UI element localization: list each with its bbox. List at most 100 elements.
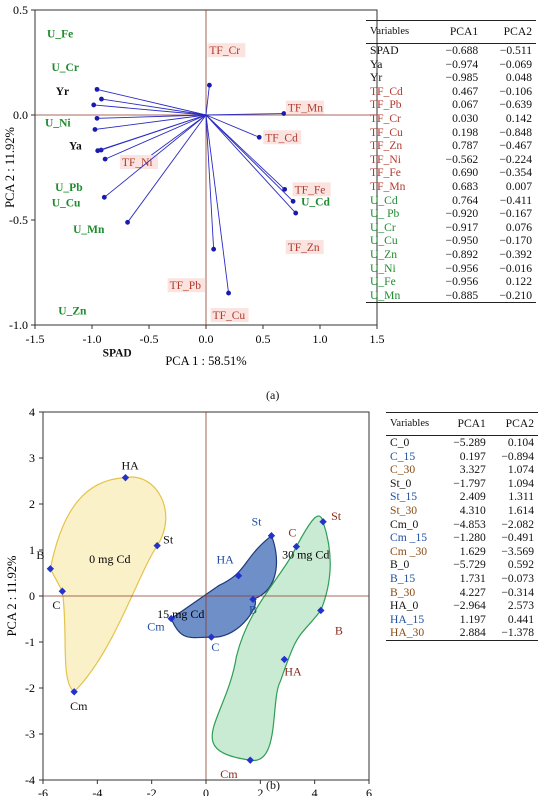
table-cell-pca2: 0.104 bbox=[507, 436, 534, 449]
table-cell-pca1: 1.197 bbox=[459, 612, 486, 626]
table-cell-pca2: −0.016 bbox=[499, 261, 532, 275]
table-cell-variable: U_Ni bbox=[370, 261, 396, 275]
loading-label: TF_Pb bbox=[170, 280, 202, 292]
loading-vector bbox=[205, 114, 230, 294]
loading-vector bbox=[93, 104, 207, 116]
table-cell-pca2: 0.007 bbox=[505, 179, 532, 193]
table-cell-pca1: −0.562 bbox=[445, 152, 479, 166]
score-point bbox=[267, 532, 276, 540]
table-row: U_Fe −0.956 0.122 bbox=[366, 275, 536, 289]
table-row: C_0 −5.289 0.104 bbox=[386, 436, 538, 450]
table-row: B_15 1.731 −0.073 bbox=[386, 572, 538, 586]
score-label: St bbox=[331, 509, 342, 523]
table-cell-pca1: 4.310 bbox=[459, 503, 486, 517]
table-row: TF_Cr 0.030 0.142 bbox=[366, 112, 536, 126]
score-point bbox=[207, 633, 216, 641]
table-cell-pca2: −0.894 bbox=[501, 449, 534, 463]
y-tick-label: -3 bbox=[25, 727, 35, 741]
table-row: U_ Pb −0.920 −0.167 bbox=[366, 207, 536, 221]
table-cell-pca2: −0.210 bbox=[482, 288, 536, 304]
table-row: U_Ni −0.956 −0.016 bbox=[366, 262, 536, 276]
table-header-variables: Variables bbox=[386, 412, 442, 436]
loading-point bbox=[290, 198, 296, 204]
table-cell-pca1: −5.289 bbox=[453, 436, 486, 449]
table-row: Yr −0.985 0.048 bbox=[366, 71, 536, 85]
caption-a: (a) bbox=[266, 388, 280, 402]
table-cell-variable: Ya bbox=[370, 57, 383, 71]
loading-point bbox=[282, 186, 288, 192]
x-tick-label: 2 bbox=[257, 786, 263, 796]
group-hull-0mg bbox=[49, 476, 167, 693]
table-cell-variable: TF_Zn bbox=[370, 139, 403, 153]
loading-vector bbox=[205, 114, 297, 214]
table-cell-pca2: −0.511 bbox=[499, 44, 532, 57]
table-cell-pca1: −0.974 bbox=[445, 57, 479, 71]
loading-label: SPAD bbox=[103, 347, 132, 359]
x-axis-label: PCA 1 : 58.51% bbox=[165, 354, 246, 368]
table-cell-variable: HA_0 bbox=[390, 599, 419, 613]
table-row: HA_30 2.884 −1.378 bbox=[386, 626, 538, 641]
table-cell-pca2: 0.076 bbox=[505, 220, 532, 234]
table-cell-pca1: 2.884 bbox=[441, 626, 490, 641]
score-label: C bbox=[52, 598, 60, 612]
label-background bbox=[292, 182, 331, 197]
x-tick-label: -2 bbox=[147, 786, 157, 796]
loading-point bbox=[102, 156, 108, 162]
x-tick-label: -0.5 bbox=[140, 332, 159, 346]
table-cell-variable: U_Mn bbox=[366, 288, 429, 304]
loading-point bbox=[256, 134, 262, 140]
score-label: St bbox=[251, 515, 262, 529]
group-label: 0 mg Cd bbox=[89, 552, 130, 566]
table-cell-pca2: −0.491 bbox=[501, 531, 534, 545]
loading-vector bbox=[205, 113, 284, 116]
table-cell-pca1: −4.853 bbox=[453, 517, 486, 531]
loading-vector bbox=[104, 114, 207, 198]
table-cell-variable: B_0 bbox=[390, 558, 410, 572]
table-row: U_Cr −0.917 0.076 bbox=[366, 221, 536, 235]
loading-point bbox=[99, 96, 104, 102]
table-cell-variable: U_ Pb bbox=[370, 207, 400, 221]
loading-label: U_Mn bbox=[73, 224, 105, 236]
table-cell-variable: B_15 bbox=[390, 571, 416, 585]
table-cell-variable: TF_Mn bbox=[370, 179, 406, 193]
label-background bbox=[285, 240, 324, 255]
loading-label: U_Cu bbox=[52, 198, 81, 210]
table-row: TF_Cd 0.467 −0.106 bbox=[366, 85, 536, 99]
table-cell-pca1: −0.950 bbox=[445, 234, 479, 248]
label-background bbox=[263, 130, 302, 145]
y-tick-label: 3 bbox=[29, 451, 35, 465]
table-cell-pca1: −0.920 bbox=[445, 207, 479, 221]
table-cell-variable: HA_30 bbox=[386, 626, 442, 641]
table-cell-pca1: −0.892 bbox=[445, 247, 479, 261]
loading-vector bbox=[205, 85, 210, 116]
loading-vector bbox=[141, 114, 207, 163]
loading-vector bbox=[205, 114, 260, 138]
table-cell-pca2: −0.314 bbox=[501, 585, 534, 599]
loading-label: U_Pb bbox=[55, 182, 82, 194]
y-axis-label: PCA 2 : 11.92% bbox=[3, 127, 17, 208]
loadings-table: Variables PCA1 PCA2 SPAD −0.688 −0.511 Ya −0… bbox=[366, 20, 536, 304]
table-cell-pca1: 0.764 bbox=[452, 193, 479, 207]
table-cell-pca2: 1.311 bbox=[508, 490, 534, 504]
loading-vector bbox=[205, 114, 215, 250]
loading-vector bbox=[127, 114, 207, 223]
loading-vector bbox=[104, 114, 207, 160]
score-label: C bbox=[288, 526, 296, 540]
score-point bbox=[280, 655, 289, 664]
table-cell-pca2: −0.167 bbox=[499, 207, 532, 221]
table-cell-pca2: −0.170 bbox=[499, 234, 532, 248]
loading-point bbox=[125, 219, 130, 225]
table-cell-variable: U_Cd bbox=[370, 193, 398, 207]
table-cell-pca1: 0.787 bbox=[452, 139, 479, 153]
table-cell-variable: TF_Cr bbox=[370, 111, 401, 125]
score-label: St bbox=[163, 533, 174, 547]
y-tick-label: 0 bbox=[29, 589, 35, 603]
table-cell-variable: Cm _30 bbox=[390, 544, 428, 558]
loading-point bbox=[95, 148, 101, 154]
table-cell-variable: C_15 bbox=[390, 449, 416, 463]
x-tick-label: 0.0 bbox=[199, 332, 214, 346]
score-label: C bbox=[211, 640, 219, 654]
loading-vector bbox=[97, 114, 207, 119]
table-row: TF_Pb 0.067 −0.639 bbox=[366, 98, 536, 112]
